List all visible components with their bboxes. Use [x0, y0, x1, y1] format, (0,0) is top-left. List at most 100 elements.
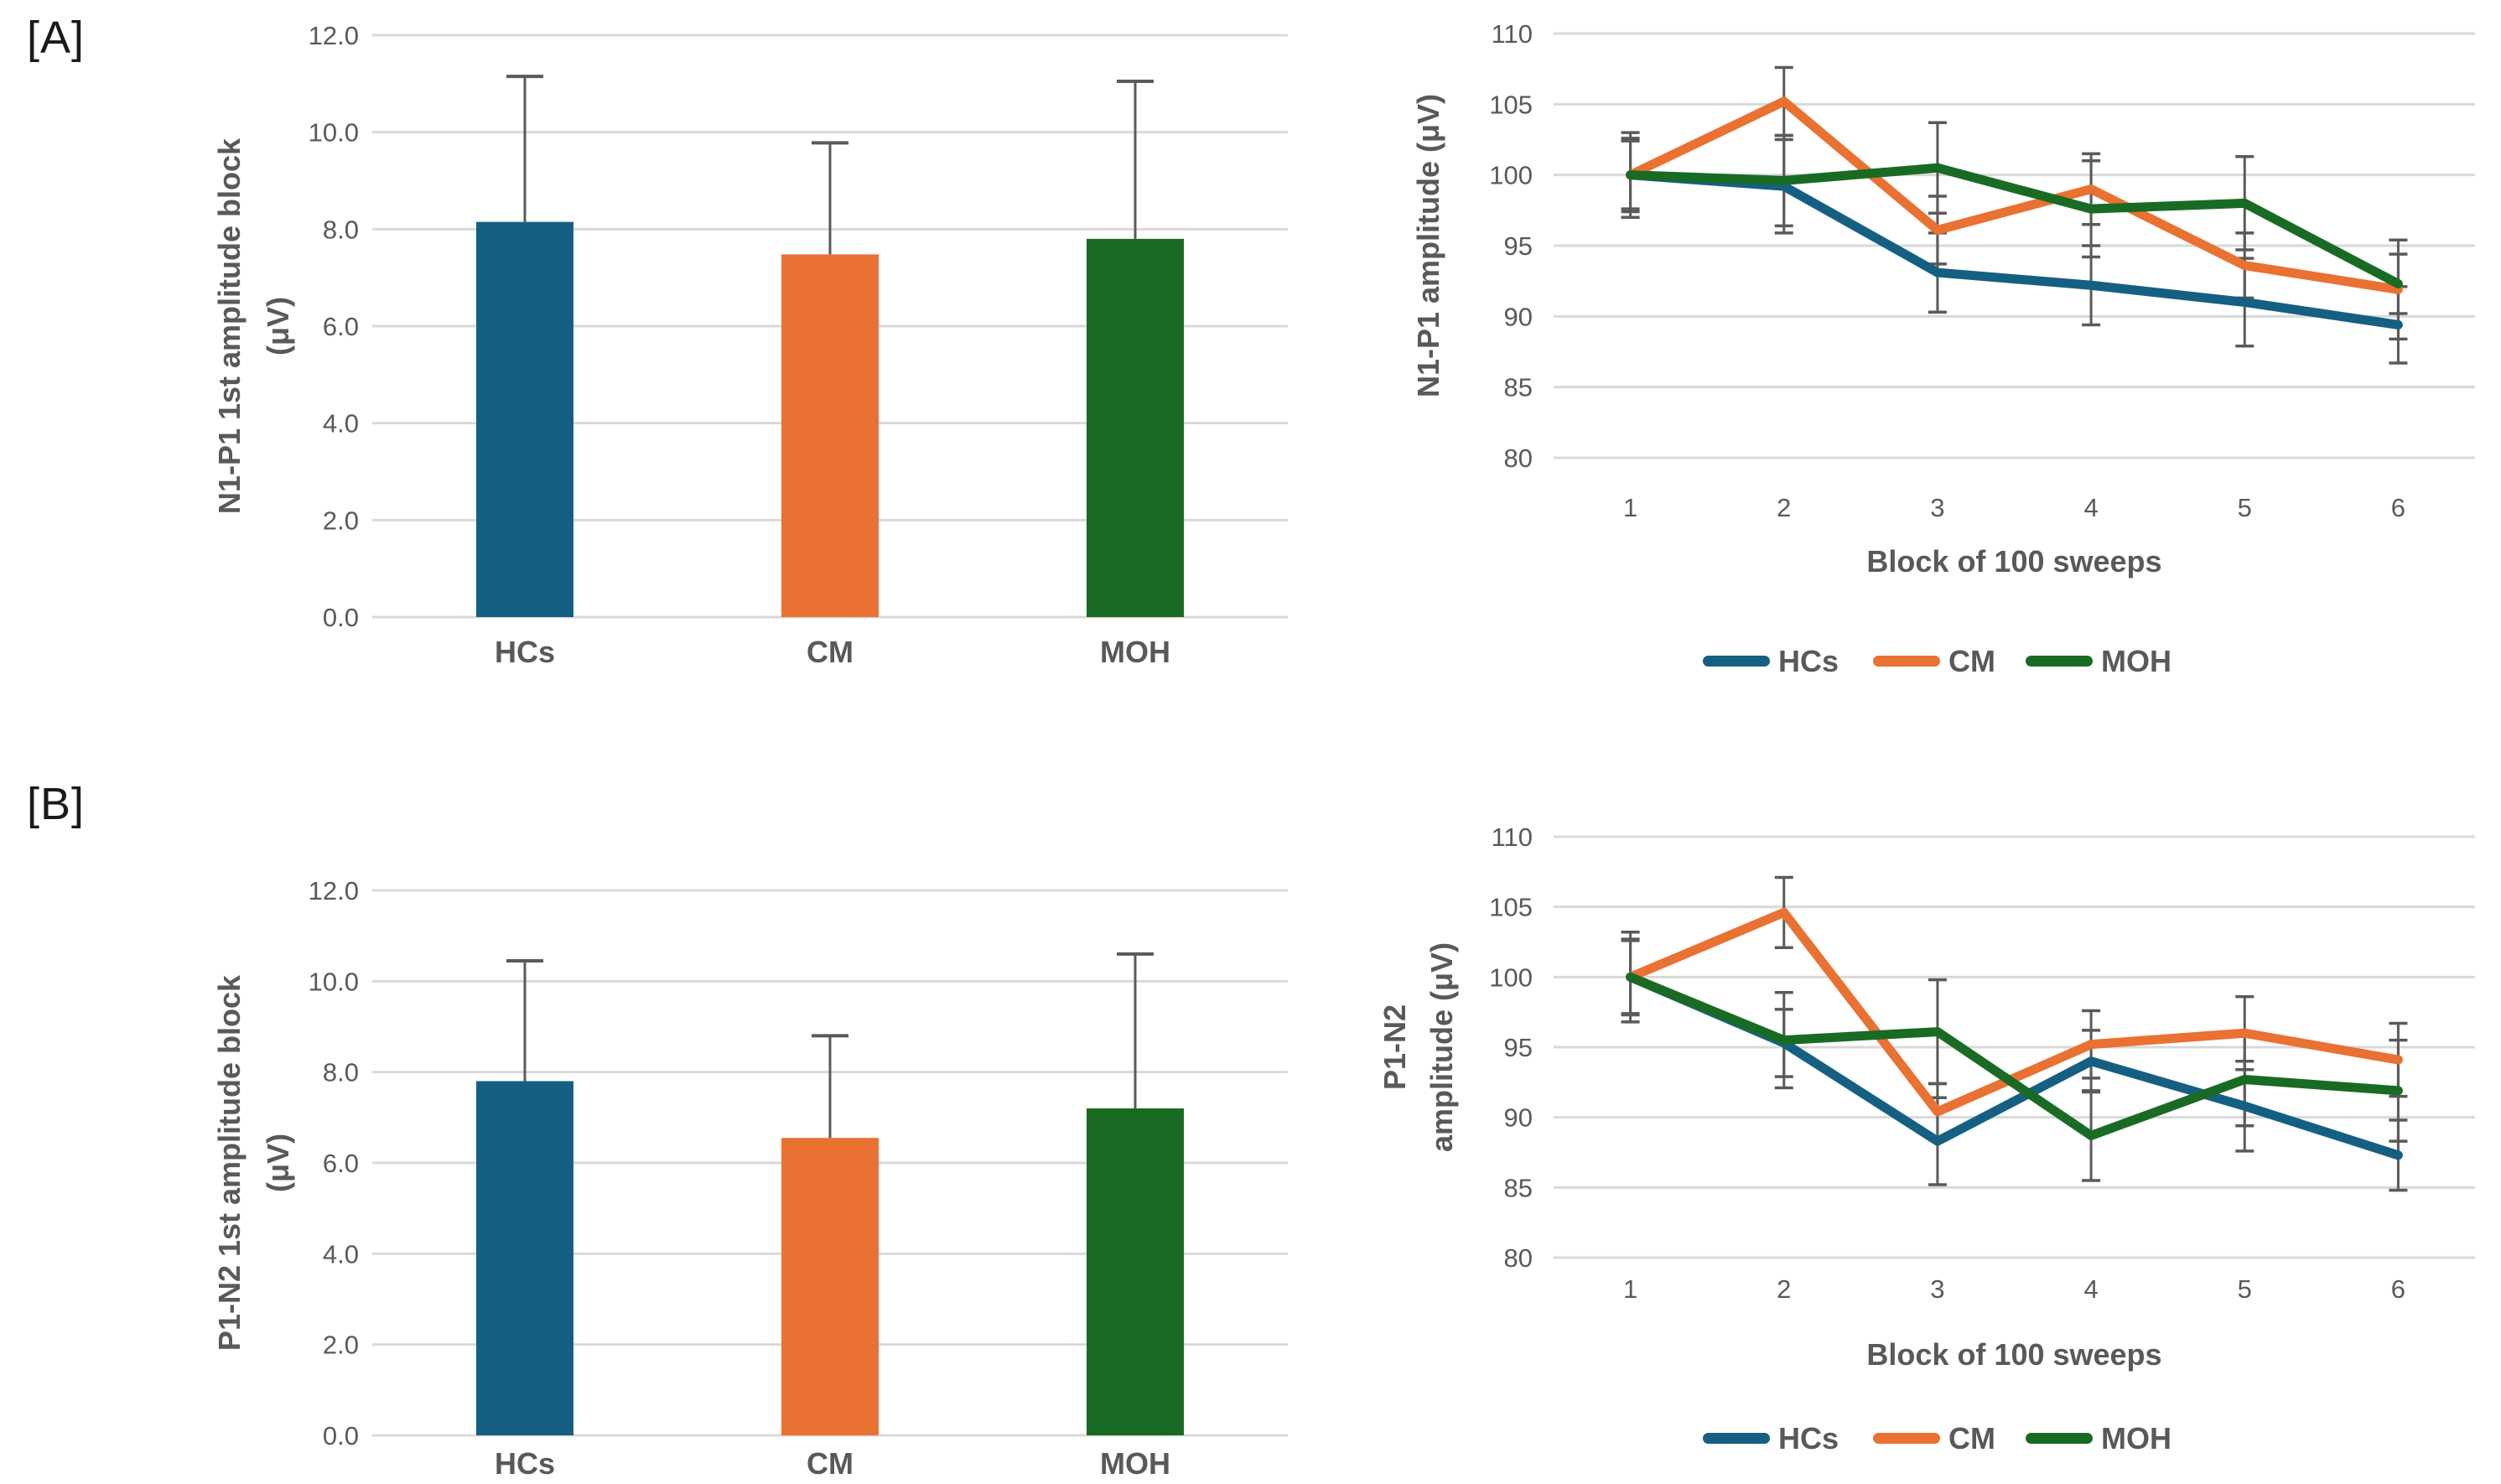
n1p1-bar-category-labels: HCs CM MOH — [495, 635, 1170, 669]
category-label: CM — [807, 635, 854, 669]
p1n2-line-legend: HCs CM MOH — [1703, 1421, 2172, 1455]
n1p1-bar-error-bars — [506, 75, 1154, 255]
panel-b-label: [B] — [27, 779, 86, 829]
x-tick-label: 5 — [2238, 1274, 2252, 1304]
legend-swatch — [1873, 1433, 1940, 1444]
p1n2-bar-error-bars — [506, 952, 1154, 1139]
n1p1-line-y-axis-title: N1-P1 amplitude (μV) — [1411, 94, 1445, 397]
p1n2-bar-category-labels: HCs CM MOH — [495, 1446, 1170, 1481]
legend-label: HCs — [1778, 1421, 1839, 1455]
y-tick-label: 85 — [1504, 373, 1533, 402]
p1n2-bar-bars — [476, 1081, 1184, 1435]
p1n2-bar-y-axis-title: P1-N2 1st amplitude block (μV) — [212, 974, 295, 1351]
bar-CM — [781, 1138, 879, 1435]
p1n2-line-series-lines — [1626, 907, 2403, 1160]
category-label: MOH — [1100, 635, 1170, 669]
legend-swatch — [2026, 656, 2093, 667]
category-label: HCs — [495, 635, 555, 669]
x-tick-label: 3 — [1930, 1274, 1944, 1304]
legend-item-moh: MOH — [2026, 644, 2172, 678]
legend-item-moh: MOH — [2026, 1421, 2172, 1455]
y-tick-label: 6.0 — [323, 312, 359, 341]
x-tick-label: 4 — [2083, 1274, 2098, 1304]
y-tick-label: 80 — [1504, 1243, 1533, 1273]
y-axis-title-line: N1-P1 amplitude (μV) — [1411, 94, 1445, 397]
x-tick-label: 4 — [2083, 493, 2098, 522]
n1p1-line-series-lines — [1626, 96, 2403, 329]
y-tick-label: 95 — [1504, 1033, 1533, 1062]
y-tick-label: 100 — [1489, 963, 1533, 992]
x-axis-title: Block of 100 sweeps — [1866, 544, 2161, 579]
y-tick-label: 85 — [1504, 1173, 1533, 1202]
n1p1-line-legend: HCs CM MOH — [1703, 644, 2172, 678]
n1p1-line-error-bars — [1621, 65, 2408, 365]
p1n2-line-gridlines — [1554, 835, 2475, 1259]
legend-item-hcs: HCs — [1703, 1421, 1839, 1455]
legend-item-hcs: HCs — [1703, 644, 1839, 678]
p1n2-line-x-tick-labels: 1 2 3 4 5 6 — [1623, 1274, 2405, 1304]
x-axis-title: Block of 100 sweeps — [1866, 1337, 2161, 1372]
y-axis-title-line: (μV) — [261, 1134, 295, 1192]
n1p1-line-x-tick-labels: 1 2 3 4 5 6 — [1623, 493, 2405, 522]
series-line-cm — [1626, 96, 2403, 294]
chart-p1n2-line: 110 105 100 95 90 85 80 P1-N2 amplitude (μV) 1 2 3 4… — [1378, 822, 2475, 1455]
y-tick-label: 6.0 — [323, 1149, 359, 1178]
legend-label: CM — [1948, 644, 1995, 678]
x-tick-label: 2 — [1777, 1274, 1791, 1304]
n1p1-bar-y-tick-labels: 12.0 10.0 8.0 6.0 4.0 2.0 0.0 — [309, 21, 359, 632]
x-tick-label: 1 — [1623, 493, 1637, 522]
y-tick-label: 110 — [1492, 822, 1533, 852]
x-tick-label: 6 — [2391, 1274, 2405, 1304]
y-tick-label: 10.0 — [309, 118, 359, 148]
series-line-hcs — [1626, 972, 2403, 1160]
y-axis-title-line: amplitude (μV) — [1424, 942, 1459, 1152]
y-axis-title-line: P1-N2 1st amplitude block — [212, 974, 246, 1351]
x-tick-label: 6 — [2391, 493, 2405, 522]
y-tick-label: 100 — [1489, 161, 1533, 190]
y-tick-label: 90 — [1504, 1103, 1533, 1133]
n1p1-line-gridlines — [1554, 32, 2475, 459]
p1n2-line-error-bars — [1621, 875, 2408, 1192]
legend-swatch — [1703, 1433, 1770, 1444]
p1n2-line-y-tick-labels: 110 105 100 95 90 85 80 — [1489, 822, 1533, 1273]
legend-label: MOH — [2101, 644, 2172, 678]
legend-swatch — [1703, 656, 1770, 667]
bar-MOH — [1087, 1108, 1184, 1435]
x-tick-label: 3 — [1930, 493, 1944, 522]
bar-HCs — [476, 221, 573, 617]
y-tick-label: 110 — [1492, 19, 1533, 49]
category-label: HCs — [495, 1446, 555, 1481]
n1p1-bar-y-axis-title: N1-P1 1st amplitude block (μV) — [212, 138, 295, 514]
y-tick-label: 105 — [1489, 893, 1533, 922]
p1n2-bar-y-tick-labels: 12.0 10.0 8.0 6.0 4.0 2.0 0.0 — [309, 876, 359, 1450]
bar-HCs — [476, 1081, 573, 1435]
y-tick-label: 4.0 — [323, 409, 359, 438]
y-tick-label: 0.0 — [323, 1421, 359, 1450]
legend-label: HCs — [1778, 644, 1839, 678]
n1p1-bar-bars — [476, 221, 1184, 617]
y-tick-label: 10.0 — [309, 967, 359, 996]
chart-n1p1-line: 110 105 100 95 90 85 80 N1-P1 amplitude (μV) 1 2 3… — [1411, 19, 2475, 678]
legend-swatch — [2026, 1433, 2093, 1444]
y-tick-label: 2.0 — [323, 506, 359, 535]
legend-item-cm: CM — [1873, 1421, 1995, 1455]
y-tick-label: 4.0 — [323, 1239, 359, 1269]
p1n2-line-y-axis-title: P1-N2 amplitude (μV) — [1378, 942, 1459, 1152]
y-tick-label: 2.0 — [323, 1331, 359, 1360]
panel-a-label: [A] — [27, 13, 86, 63]
x-tick-label: 2 — [1777, 493, 1791, 522]
bar-MOH — [1087, 238, 1184, 617]
x-tick-label: 1 — [1623, 1274, 1637, 1304]
x-tick-label: 5 — [2238, 493, 2252, 522]
y-tick-label: 105 — [1489, 90, 1533, 119]
series-line-moh — [1626, 163, 2403, 289]
y-tick-label: 12.0 — [309, 876, 359, 905]
series-line-moh — [1626, 972, 2403, 1140]
y-tick-label: 90 — [1504, 302, 1533, 331]
y-tick-label: 8.0 — [323, 215, 359, 244]
y-axis-title-line: (μV) — [261, 297, 295, 355]
chart-n1p1-bar: 12.0 10.0 8.0 6.0 4.0 2.0 0.0 N1-P1 1st amplitu… — [212, 21, 1288, 669]
series-line-hcs — [1626, 170, 2403, 329]
